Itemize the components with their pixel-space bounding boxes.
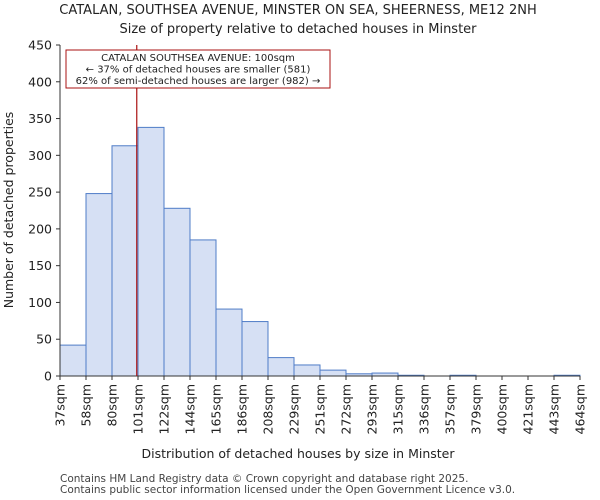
y-axis-label: Number of detached properties (1, 112, 16, 309)
footer-line-1: Contains HM Land Registry data © Crown c… (60, 473, 469, 485)
y-tick-label: 200 (28, 221, 52, 236)
annotation-line-2: ← 37% of detached houses are smaller (58… (86, 65, 311, 76)
chart-title-line2: Size of property relative to detached ho… (119, 22, 477, 37)
y-tick-label: 50 (36, 332, 52, 347)
y-tick-label: 450 (28, 38, 52, 53)
x-tick-label: 58sqm (79, 384, 94, 427)
histogram-bar (85, 193, 113, 377)
x-tick-label: 357sqm (443, 384, 458, 434)
x-tick-label: 443sqm (547, 384, 562, 434)
x-tick-label: 122sqm (157, 384, 172, 434)
histogram-bar (189, 239, 217, 377)
x-tick-label: 37sqm (53, 384, 68, 427)
y-tick-label: 300 (28, 148, 52, 163)
x-tick-label: 80sqm (105, 384, 120, 427)
y-tick-label: 150 (28, 258, 52, 273)
histogram-bar (319, 369, 347, 377)
chart-title-line1: CATALAN, SOUTHSEA AVENUE, MINSTER ON SEA… (59, 3, 536, 18)
y-tick-label: 400 (28, 74, 52, 89)
x-axis-label: Distribution of detached houses by size … (142, 446, 456, 461)
x-tick-label: 144sqm (183, 384, 198, 434)
histogram-bar (163, 207, 191, 377)
x-tick-label: 251sqm (313, 384, 328, 434)
y-tick-label: 0 (44, 369, 52, 384)
x-tick-label: 293sqm (365, 384, 380, 434)
x-tick-label: 208sqm (261, 384, 276, 434)
x-tick-label: 186sqm (235, 384, 250, 434)
histogram-bar (59, 344, 87, 377)
annotation-line-1: CATALAN SOUTHSEA AVENUE: 100sqm (101, 53, 295, 64)
histogram-bar (215, 308, 243, 377)
histogram-bar (111, 145, 139, 377)
annotation-line-3: 62% of semi-detached houses are larger (… (76, 76, 321, 87)
annotation-box (65, 49, 331, 89)
histogram-bar (137, 126, 165, 377)
x-tick-label: 229sqm (287, 384, 302, 434)
x-tick-label: 400sqm (495, 384, 510, 434)
y-tick-label: 350 (28, 111, 52, 126)
y-tick-label: 100 (28, 295, 52, 310)
x-tick-label: 421sqm (521, 384, 536, 434)
histogram-bar (267, 357, 295, 377)
footer-line-2: Contains public sector information licen… (60, 484, 516, 496)
x-tick-label: 165sqm (209, 384, 224, 434)
x-tick-label: 315sqm (391, 384, 406, 434)
x-tick-label: 464sqm (573, 384, 588, 434)
x-tick-label: 101sqm (131, 384, 146, 434)
x-tick-label: 336sqm (417, 384, 432, 434)
histogram-bar (241, 321, 269, 377)
x-tick-label: 379sqm (469, 384, 484, 434)
histogram-bar (293, 364, 321, 377)
y-tick-label: 250 (28, 185, 52, 200)
x-tick-label: 272sqm (339, 384, 354, 434)
